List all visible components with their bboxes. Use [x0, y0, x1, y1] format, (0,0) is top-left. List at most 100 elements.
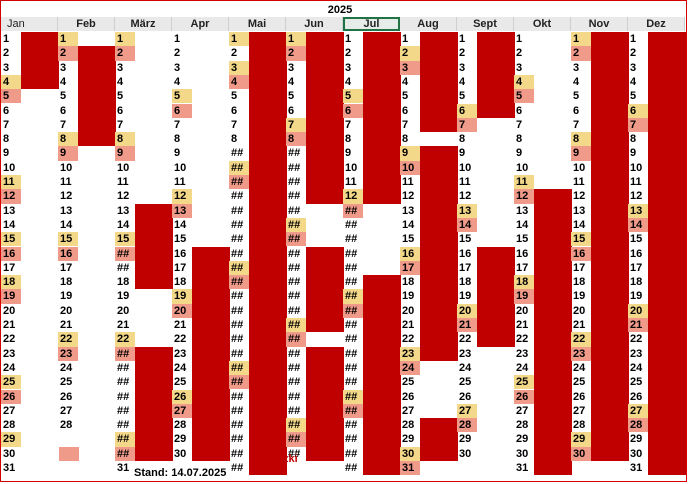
day-cell[interactable]: 5 — [630, 90, 637, 103]
day-cell[interactable]: 4 — [459, 75, 466, 88]
day-cell[interactable]: 15 — [58, 232, 78, 247]
day-cell[interactable]: 9 — [571, 146, 591, 161]
day-cell[interactable]: 4 — [345, 75, 352, 88]
day-cell[interactable]: 8 — [516, 133, 523, 146]
day-cell[interactable]: 3 — [345, 61, 352, 74]
day-cell[interactable]: ## — [231, 462, 244, 474]
day-cell[interactable]: 19 — [573, 290, 586, 303]
day-cell[interactable]: 21 — [628, 318, 648, 333]
day-cell[interactable]: 5 — [343, 89, 363, 104]
day-cell[interactable]: 28 — [402, 419, 415, 432]
day-cell[interactable]: 17 — [400, 260, 420, 276]
day-cell[interactable]: 23 — [459, 347, 472, 360]
day-cell[interactable]: 25 — [459, 376, 472, 389]
day-cell[interactable]: 18 — [573, 276, 586, 289]
day-cell[interactable]: 23 — [3, 347, 16, 360]
day-cell[interactable]: ## — [286, 332, 306, 347]
day-cell[interactable]: ## — [286, 432, 306, 447]
day-cell[interactable]: ## — [345, 218, 358, 231]
day-cell[interactable]: 18 — [459, 276, 472, 289]
day-cell[interactable]: ## — [229, 275, 249, 290]
day-cell[interactable]: 28 — [3, 419, 16, 432]
day-cell[interactable]: 14 — [3, 218, 16, 231]
day-cell[interactable]: 20 — [628, 303, 648, 318]
day-cell[interactable]: 4 — [117, 75, 124, 88]
day-cell[interactable]: 23 — [630, 347, 643, 360]
day-cell[interactable]: 9 — [345, 147, 352, 160]
day-cell[interactable]: ## — [115, 446, 135, 461]
day-cell[interactable]: 7 — [457, 117, 477, 133]
day-cell[interactable]: 19 — [402, 290, 415, 303]
day-cell[interactable]: ## — [288, 304, 301, 317]
day-cell[interactable]: 31 — [400, 461, 420, 476]
day-cell[interactable]: 29 — [571, 432, 591, 447]
day-cell[interactable]: 8 — [630, 133, 637, 146]
day-cell[interactable]: 1 — [115, 32, 135, 47]
day-cell[interactable]: 30 — [459, 447, 472, 460]
day-cell[interactable]: 5 — [514, 89, 534, 104]
day-cell[interactable]: 15 — [630, 233, 643, 246]
day-cell[interactable]: 7 — [174, 118, 181, 131]
day-cell[interactable]: 23 — [400, 346, 420, 361]
day-cell[interactable]: 7 — [516, 118, 523, 131]
day-cell[interactable]: 9 — [516, 147, 523, 160]
day-cell[interactable]: 18 — [1, 275, 21, 290]
day-cell[interactable]: 28 — [573, 419, 586, 432]
day-cell[interactable]: 13 — [402, 204, 415, 217]
day-cell[interactable]: 14 — [117, 218, 130, 231]
day-cell[interactable]: ## — [229, 360, 249, 376]
day-cell[interactable]: 25 — [60, 376, 73, 389]
day-cell[interactable]: 13 — [172, 203, 192, 218]
day-cell[interactable]: 2 — [516, 47, 523, 60]
day-cell[interactable]: 7 — [286, 117, 306, 133]
day-cell[interactable]: ## — [345, 419, 358, 432]
day-cell[interactable]: 2 — [58, 46, 78, 61]
day-cell[interactable]: 3 — [117, 61, 124, 74]
day-cell[interactable]: 11 — [345, 176, 357, 188]
day-cell[interactable]: 10 — [117, 161, 130, 174]
day-cell[interactable]: ## — [231, 247, 244, 260]
day-cell[interactable]: 20 — [573, 304, 586, 317]
day-cell[interactable]: 12 — [343, 189, 363, 204]
day-cell[interactable]: 24 — [400, 360, 420, 376]
day-cell[interactable]: ## — [288, 376, 301, 389]
day-cell[interactable]: 27 — [573, 404, 586, 417]
day-cell[interactable]: 24 — [459, 361, 472, 374]
day-cell[interactable]: 6 — [3, 104, 10, 117]
day-cell[interactable]: ## — [288, 290, 301, 303]
day-cell[interactable]: 8 — [3, 133, 10, 146]
day-cell[interactable]: 21 — [117, 319, 130, 331]
day-cell[interactable]: 2 — [630, 47, 637, 60]
day-cell[interactable]: 29 — [1, 432, 21, 447]
day-cell[interactable]: 19 — [514, 289, 534, 304]
day-cell[interactable]: 17 — [60, 261, 73, 274]
day-cell[interactable]: 17 — [516, 261, 529, 274]
day-cell[interactable]: 14 — [457, 217, 477, 233]
day-cell[interactable]: 11 — [117, 176, 129, 188]
day-cell[interactable]: 9 — [459, 147, 466, 160]
day-cell[interactable]: 27 — [457, 403, 477, 419]
day-cell[interactable]: 14 — [516, 218, 529, 231]
day-cell[interactable]: 28 — [457, 418, 477, 433]
day-cell[interactable]: 26 — [573, 390, 586, 403]
day-cell[interactable]: 16 — [400, 246, 420, 261]
day-cell[interactable]: 8 — [231, 133, 238, 146]
day-cell[interactable]: 17 — [3, 261, 16, 274]
day-cell[interactable]: 11 — [1, 175, 21, 190]
day-cell[interactable]: 6 — [457, 103, 477, 118]
day-cell[interactable]: 19 — [1, 289, 21, 304]
day-cell[interactable]: ## — [115, 246, 135, 261]
day-cell[interactable]: 19 — [117, 290, 130, 303]
day-cell[interactable]: 22 — [516, 333, 529, 346]
day-cell[interactable]: 25 — [514, 375, 534, 390]
day-cell[interactable]: 3 — [60, 61, 67, 74]
day-cell[interactable]: 1 — [345, 33, 352, 45]
day-cell[interactable]: 22 — [115, 332, 135, 347]
month-header-4[interactable]: Apr — [172, 17, 229, 31]
day-cell[interactable]: 23 — [571, 346, 591, 361]
day-cell[interactable]: 26 — [459, 390, 472, 403]
day-cell[interactable]: 7 — [60, 118, 67, 131]
day-cell[interactable]: 7 — [573, 118, 580, 131]
day-cell[interactable]: 19 — [630, 290, 643, 303]
day-cell[interactable]: 26 — [60, 390, 73, 403]
